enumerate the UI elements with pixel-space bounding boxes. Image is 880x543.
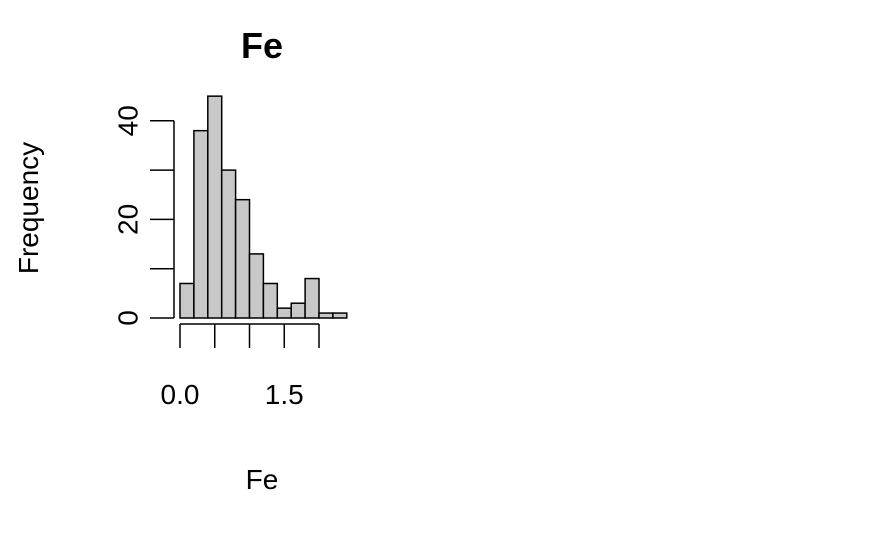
x-tick-label: 1.5 (265, 379, 304, 410)
y-tick-label: 0 (113, 310, 144, 326)
x-axis-label: Fe (246, 464, 279, 495)
histogram-bar (276, 307, 292, 319)
histogram-bar (318, 312, 334, 319)
histogram-bar (193, 129, 209, 319)
histogram-bar (332, 312, 348, 319)
histogram-bar (262, 282, 279, 319)
y-tick-label: 40 (113, 105, 144, 136)
y-axis: 0 20 40 (113, 105, 175, 326)
histogram-bar (179, 282, 195, 319)
histogram-bar (248, 253, 265, 319)
x-axis: 0.0 1.5 (161, 323, 320, 410)
y-tick-label: 20 (113, 204, 144, 235)
chart-title: Fe (241, 25, 283, 66)
histogram-bar (304, 277, 320, 319)
histogram-bar (290, 302, 306, 319)
histogram-bar (220, 169, 237, 319)
x-tick-label: 0.0 (161, 379, 200, 410)
histogram-bar (234, 198, 251, 319)
histogram-bars (179, 95, 348, 319)
histogram-bar (207, 95, 223, 319)
y-axis-label: Frequency (13, 142, 44, 274)
